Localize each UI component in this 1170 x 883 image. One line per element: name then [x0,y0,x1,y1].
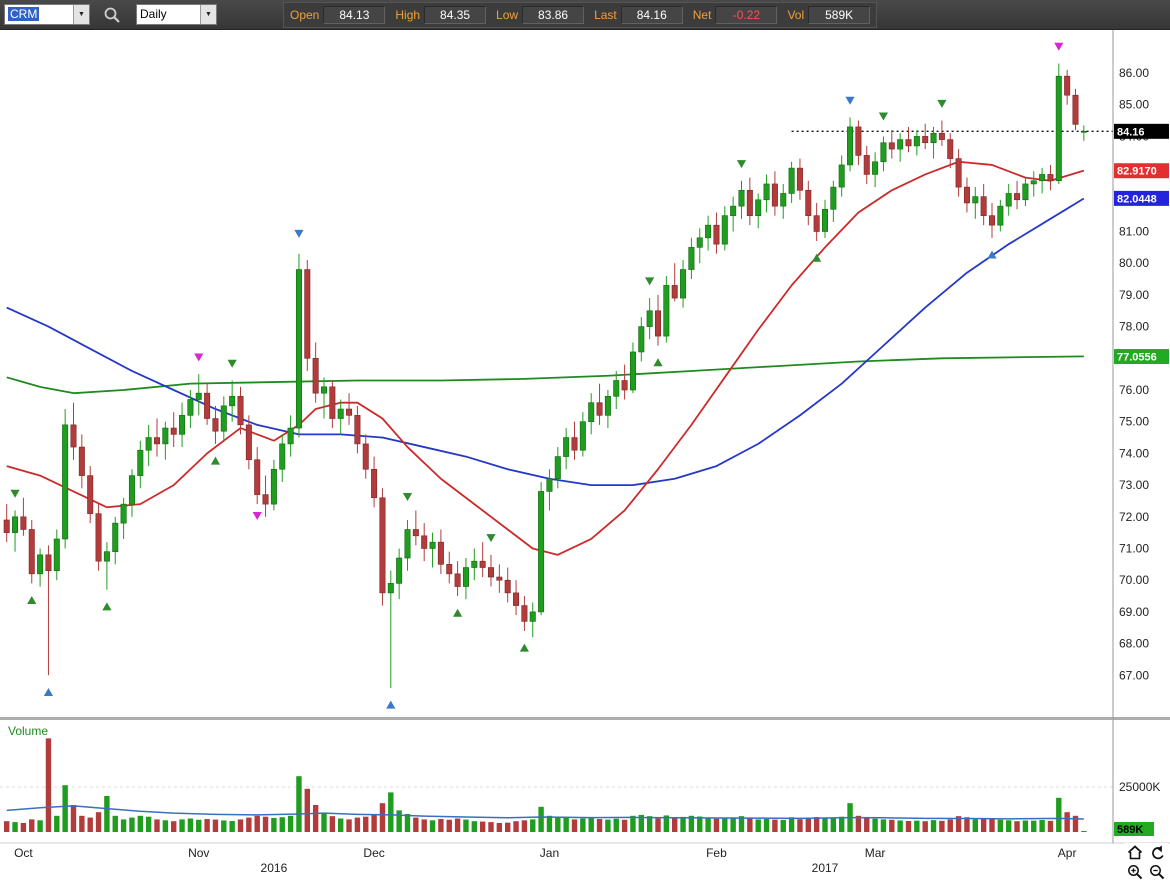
quote-label-low: Low [496,7,519,22]
svg-text:75.00: 75.00 [1119,415,1149,429]
green-up-triangle-icon [519,643,529,652]
zoom-out-icon[interactable] [1149,864,1165,880]
volume-ma-line [6,805,1084,820]
quote-value-last: 84.16 [620,5,683,24]
year-label: 2017 [812,861,839,875]
quote-bar: Open 84.13 High 84.35 Low 83.86 Last 84.16 Net -0… [283,1,878,28]
quote-value-high: 84.35 [424,5,487,24]
quote-label-open: Open [290,7,320,22]
blue-down-triangle-icon [845,96,855,105]
ma-long-green [6,355,1084,395]
green-down-triangle-icon [10,489,20,498]
volume-current-label: 589K [1117,824,1143,836]
search-icon[interactable] [103,6,121,24]
green-down-triangle-icon [486,534,496,543]
ma-fast-price-label: 82.9170 [1117,166,1157,178]
month-label: Dec [363,846,384,860]
month-label: Mar [865,846,886,860]
volume-grid-label: 25000K [1119,780,1160,794]
chevron-down-icon[interactable]: ▼ [73,5,89,24]
svg-text:67.00: 67.00 [1119,668,1149,682]
ma-slow-price-label-bg [1114,190,1169,206]
svg-text:85.00: 85.00 [1119,98,1149,112]
green-down-triangle-icon [736,160,747,169]
timeframe-value: Daily [140,7,167,21]
month-label: Feb [706,846,727,860]
svg-text:74.00: 74.00 [1119,446,1149,460]
svg-text:72.00: 72.00 [1119,510,1149,524]
blue-up-triangle-icon [43,687,54,696]
month-label: Nov [188,846,209,860]
timeframe-select[interactable]: Daily ▼ [136,4,217,25]
green-down-triangle-icon [227,359,237,368]
quote-value-net: -0.22 [715,5,778,24]
volume-pane-title: Volume [8,724,48,738]
year-label: 2016 [261,861,288,875]
last-price-label: 84.16 [1117,126,1145,138]
month-label: Oct [14,846,33,860]
svg-text:81.00: 81.00 [1119,225,1149,239]
symbol-input[interactable]: CRM [8,7,40,21]
green-up-triangle-icon [453,608,463,617]
magenta-down-triangle-icon [252,511,262,520]
quote-value-open: 84.13 [323,5,386,24]
magenta-down-triangle-icon [194,353,204,362]
symbol-combo[interactable]: CRM ▼ [4,4,90,25]
home-icon[interactable] [1127,845,1143,860]
x-axis: Oct Nov Dec Jan Feb Mar Apr 2016 2017 [14,846,1076,875]
green-down-triangle-icon [645,277,655,286]
svg-text:86.00: 86.00 [1119,66,1149,80]
blue-up-triangle-icon [987,250,997,259]
ma-long-price-label: 77.0556 [1117,352,1157,364]
volume-current-label-bg [1114,822,1154,836]
candlestick-series [3,63,1087,688]
ma-slow-price-label: 82.0448 [1117,193,1157,205]
toolbar: CRM ▼ Daily ▼ Open 84.13 High 84.35 Low 83.86… [0,0,1170,30]
chart-canvas[interactable]: 67.00 68.00 69.00 70.00 71.00 72.00 73.00 74.00… [0,30,1170,883]
green-down-triangle-icon [402,492,413,501]
pane-divider[interactable] [0,717,1170,720]
chart-background [0,30,1170,883]
svg-text:78.00: 78.00 [1119,320,1149,334]
quote-label-last: Last [594,7,617,22]
ma-fast-price-label-bg [1114,163,1169,179]
svg-text:71.00: 71.00 [1119,542,1149,556]
blue-up-triangle-icon [386,700,396,709]
chevron-down-icon[interactable]: ▼ [200,5,216,24]
green-up-triangle-icon [210,456,221,465]
signal-markers [10,42,1064,709]
quote-value-low: 83.86 [522,5,585,24]
svg-text:79.00: 79.00 [1119,288,1149,302]
chart-nav-toolbar [1124,843,1168,881]
zoom-in-icon[interactable] [1127,864,1143,880]
svg-text:80.00: 80.00 [1119,256,1149,270]
quote-value-vol: 589K [808,5,871,24]
green-up-triangle-icon [27,596,37,605]
svg-text:69.00: 69.00 [1119,605,1149,619]
month-label: Apr [1058,846,1077,860]
quote-label-net: Net [692,7,712,22]
svg-text:68.00: 68.00 [1119,637,1149,651]
month-label: Jan [540,846,559,860]
svg-text:70.00: 70.00 [1119,573,1149,587]
green-down-triangle-icon [937,99,947,108]
quote-label-high: High [395,7,421,22]
green-up-triangle-icon [102,602,112,611]
ma-fast-red [6,160,1085,556]
green-down-triangle-icon [878,112,889,121]
undo-icon[interactable] [1149,845,1165,861]
last-price-label-bg [1114,123,1169,139]
green-up-triangle-icon [653,358,663,367]
ma-long-price-label-bg [1114,349,1169,365]
svg-text:76.00: 76.00 [1119,383,1149,397]
svg-text:73.00: 73.00 [1119,478,1149,492]
green-up-triangle-icon [812,253,822,262]
quote-label-vol: Vol [787,7,805,22]
blue-down-triangle-icon [294,229,304,238]
magenta-down-triangle-icon [1054,42,1064,51]
